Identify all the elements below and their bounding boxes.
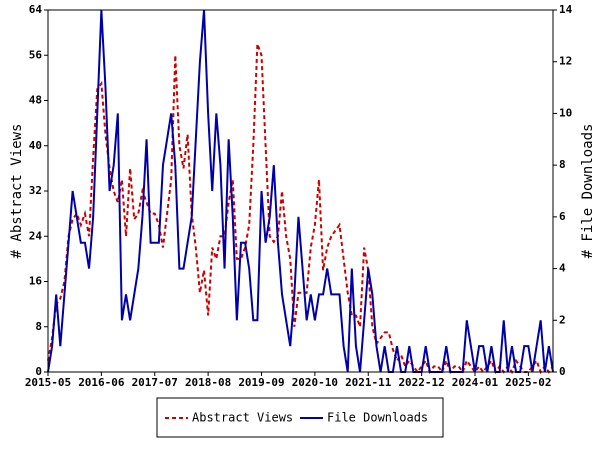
plot-frame [47,9,554,373]
y-tick-label: 24 [29,229,43,242]
series-line [47,43,554,375]
y-tick-label: 8 [35,320,42,333]
x-tick-label: 2018-08 [185,376,231,389]
y-tick-label: 64 [29,3,43,16]
x-tick-label: 2022-12 [398,376,444,389]
y2-tick-label: 8 [559,158,566,171]
x-tick-label: 2025-02 [505,376,551,389]
y-tick-label: 40 [29,139,42,152]
x-tick-label: 2015-05 [25,376,71,389]
y-tick-label: 32 [29,184,42,197]
y2-tick-label: 2 [559,313,566,326]
y-tick-label: 48 [29,94,42,107]
y2-axis-label: # File Downloads [580,124,596,259]
legend-label: File Downloads [327,411,428,425]
x-tick-label: 2021-11 [345,376,392,389]
y-tick-label: 16 [29,275,43,288]
y2-tick-label: 12 [559,55,572,68]
y-tick-label: 56 [29,48,43,61]
series-line [47,9,554,373]
y2-tick-label: 14 [559,3,573,16]
y2-tick-label: 10 [559,106,572,119]
y2-tick-label: 0 [559,365,566,378]
x-tick-label: 2024-01 [452,376,499,389]
legend-label: Abstract Views [192,411,293,425]
y2-tick-label: 6 [559,210,566,223]
y-axis-label: # Abstract Views [9,124,25,259]
x-tick-label: 2019-09 [238,376,284,389]
y2-tick-label: 4 [559,262,566,275]
x-tick-label: 2020-10 [292,376,338,389]
x-tick-label: 2017-07 [132,376,178,389]
x-tick-label: 2016-06 [78,376,125,389]
y-tick-label: 0 [35,365,42,378]
